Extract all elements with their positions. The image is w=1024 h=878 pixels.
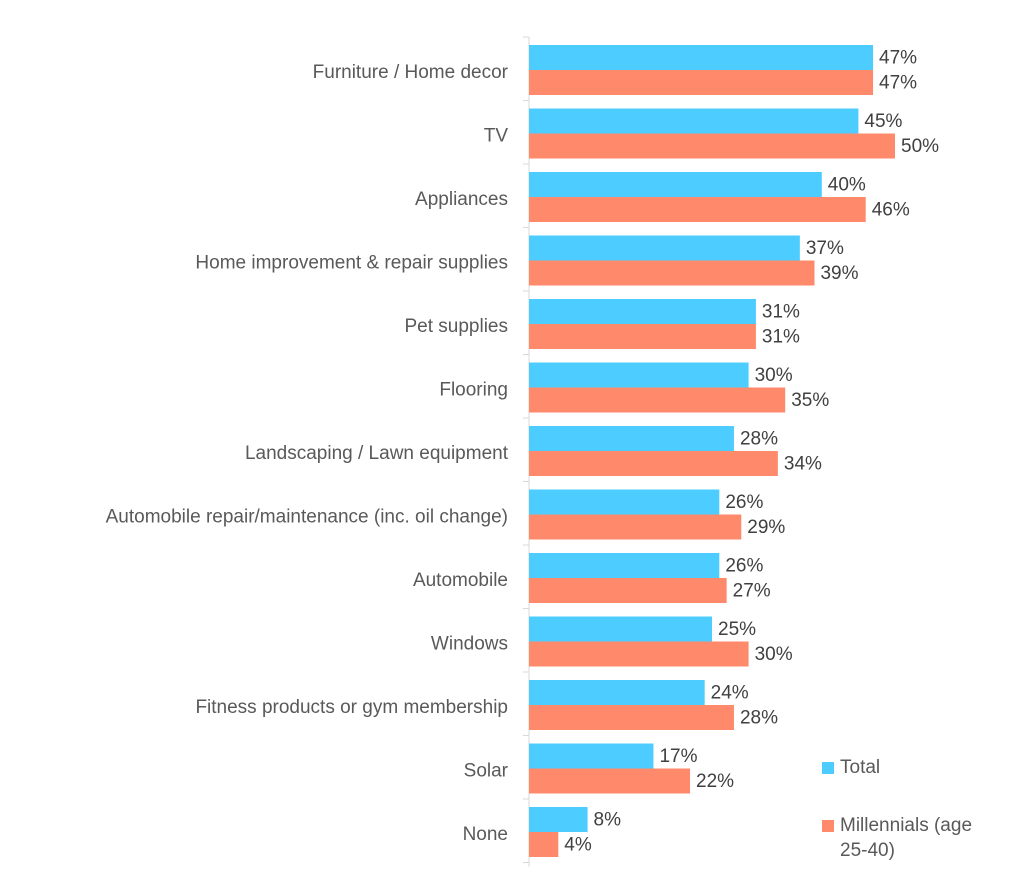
legend-swatch-total [822, 762, 834, 774]
bar-total [529, 235, 800, 261]
bar-millennials [529, 832, 559, 857]
legend-swatch-millennials [822, 820, 834, 832]
data-label: 40% [828, 175, 866, 196]
bar-total [529, 807, 588, 832]
bar-millennials [529, 641, 749, 667]
legend-label: Millennials (age [840, 815, 972, 836]
data-label: 29% [747, 517, 785, 538]
data-label: 35% [791, 390, 829, 411]
category-label: Pet supplies [404, 316, 508, 337]
bar-millennials [529, 768, 691, 794]
bar-millennials [529, 705, 734, 730]
data-label: 30% [755, 365, 793, 386]
bar-total [529, 45, 874, 70]
legend: Total Millennials (age 25-40) [822, 757, 972, 861]
data-label: 4% [564, 835, 592, 856]
bar-millennials [529, 70, 874, 95]
legend-label: 25-40) [840, 840, 895, 861]
data-label: 28% [740, 708, 778, 729]
bar-millennials [529, 260, 815, 286]
data-label: 26% [725, 492, 763, 513]
category-label: None [463, 824, 508, 845]
category-label: Flooring [439, 380, 508, 401]
category-label: Landscaping / Lawn equipment [245, 443, 509, 464]
bar-total [529, 616, 712, 642]
data-label: 25% [718, 619, 756, 640]
bar-total [529, 553, 720, 578]
axis-layer [523, 36, 530, 867]
category-label: Appliances [415, 189, 508, 210]
category-label: Solar [464, 761, 509, 782]
category-label: Fitness products or gym membership [195, 697, 508, 718]
data-label: 24% [711, 683, 749, 704]
category-label: Automobile repair/maintenance (inc. oil … [106, 507, 508, 528]
bar-total [529, 680, 705, 705]
data-label: 31% [762, 327, 800, 348]
legend-label: Total [840, 757, 880, 778]
bar-millennials [529, 324, 756, 349]
data-label: 17% [659, 746, 697, 767]
data-label: 47% [879, 73, 917, 94]
data-label: 28% [740, 429, 778, 450]
bar-millennials [529, 387, 786, 413]
bar-total [529, 172, 822, 197]
bar-millennials [529, 133, 895, 159]
data-label: 45% [864, 111, 902, 132]
data-label: 26% [725, 556, 763, 577]
category-label: Windows [431, 634, 508, 655]
data-label: 37% [806, 238, 844, 259]
data-label: 50% [901, 136, 939, 157]
data-label: 31% [762, 302, 800, 323]
category-label: Furniture / Home decor [313, 62, 509, 83]
data-label: 8% [594, 810, 622, 831]
bar-total [529, 743, 654, 769]
data-label: 30% [755, 644, 793, 665]
data-label: 46% [872, 200, 910, 221]
bar-millennials [529, 514, 742, 540]
bar-total [529, 489, 720, 515]
data-label: 47% [879, 48, 917, 69]
category-label: Home improvement & repair supplies [195, 253, 508, 274]
bar-total [529, 426, 734, 451]
data-label: 27% [733, 581, 771, 602]
data-label: 39% [820, 263, 858, 284]
bar-total [529, 299, 756, 324]
labels-layer: Furniture / Home decor 47% 47% TV 45% 50% Appl… [106, 48, 940, 856]
bar-total [529, 108, 859, 134]
category-label: TV [484, 126, 509, 147]
bars-layer [529, 45, 895, 857]
category-label: Automobile [413, 570, 508, 591]
data-label: 22% [696, 771, 734, 792]
bar-total [529, 362, 749, 388]
bar-millennials [529, 578, 727, 603]
bar-millennials [529, 451, 778, 476]
data-label: 34% [784, 454, 822, 475]
bar-millennials [529, 197, 866, 222]
